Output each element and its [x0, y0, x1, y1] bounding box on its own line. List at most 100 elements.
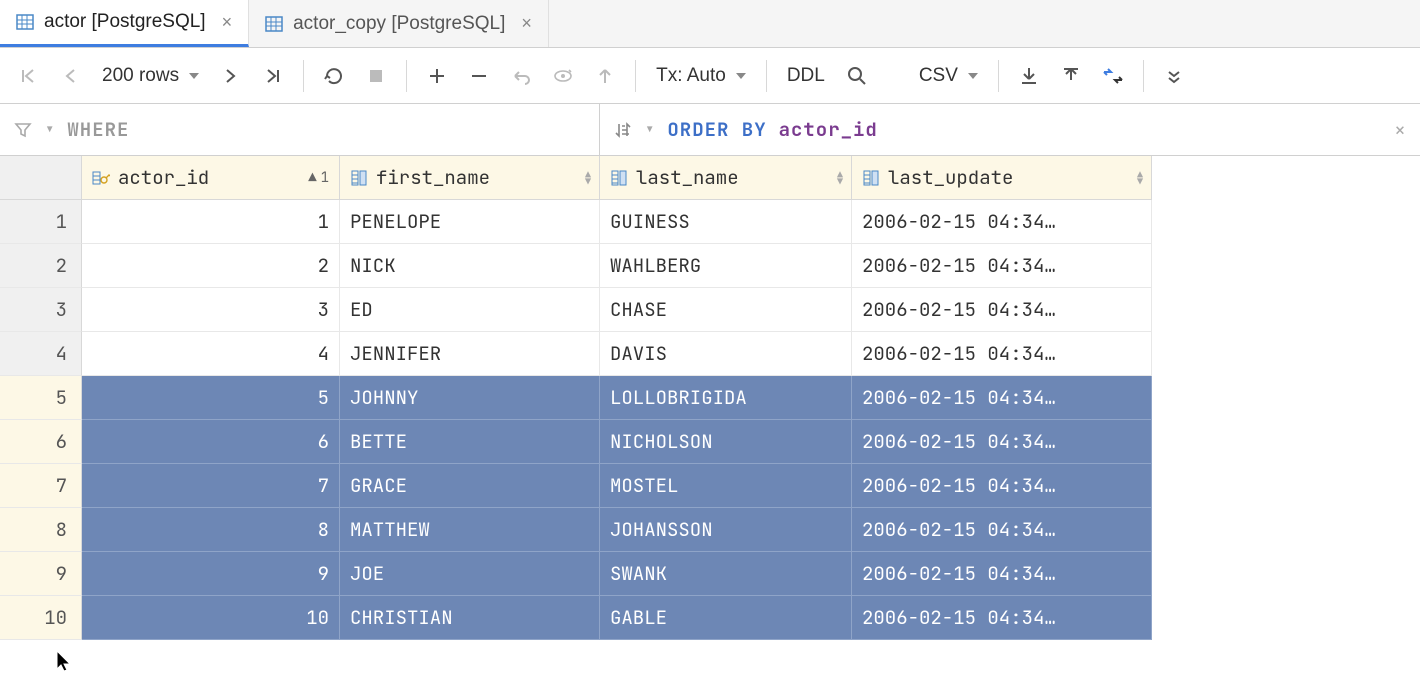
cell-first_name[interactable]: GRACE [340, 464, 600, 508]
compare-button[interactable] [1095, 58, 1131, 94]
close-icon[interactable]: × [521, 13, 532, 34]
where-filter[interactable]: ▾ WHERE [0, 104, 600, 155]
cell-actor_id[interactable]: 2 [82, 244, 340, 288]
row-number[interactable]: 3 [0, 288, 82, 332]
orderby-filter[interactable]: ▾ ORDER BY actor_id × [600, 104, 1420, 155]
cell-last_name[interactable]: CHASE [600, 288, 852, 332]
cell-first_name[interactable]: MATTHEW [340, 508, 600, 552]
preview-button[interactable] [545, 58, 581, 94]
mouse-cursor-icon [56, 650, 72, 672]
cell-last_update[interactable]: 2006-02-15 04:34… [852, 552, 1152, 596]
cell-last_name[interactable]: GABLE [600, 596, 852, 640]
cell-first_name[interactable]: JOE [340, 552, 600, 596]
cell-first_name[interactable]: ED [340, 288, 600, 332]
export-button[interactable] [1011, 58, 1047, 94]
csv-label: CSV [919, 65, 958, 87]
cell-last_update[interactable]: 2006-02-15 04:34… [852, 332, 1152, 376]
sort-handle-icon[interactable]: ▲▼ [837, 171, 843, 185]
cell-first_name[interactable]: BETTE [340, 420, 600, 464]
row-number[interactable]: 8 [0, 508, 82, 552]
cell-last_update[interactable]: 2006-02-15 04:34… [852, 420, 1152, 464]
revert-button[interactable] [503, 58, 539, 94]
cell-last_update[interactable]: 2006-02-15 04:34… [852, 200, 1152, 244]
rows-dropdown[interactable]: 200 rows [94, 58, 207, 94]
cell-last_update[interactable]: 2006-02-15 04:34… [852, 508, 1152, 552]
tx-dropdown[interactable]: Tx: Auto [648, 58, 754, 94]
row-number[interactable]: 5 [0, 376, 82, 420]
filter-bar: ▾ WHERE ▾ ORDER BY actor_id × [0, 104, 1420, 156]
cell-first_name[interactable]: JOHNNY [340, 376, 600, 420]
ddl-button[interactable]: DDL [779, 58, 833, 94]
submit-button[interactable] [587, 58, 623, 94]
corner-header[interactable] [0, 156, 82, 200]
more-button[interactable] [1156, 58, 1192, 94]
cell-actor_id[interactable]: 10 [82, 596, 340, 640]
cell-actor_id[interactable]: 8 [82, 508, 340, 552]
tab-actor-copy[interactable]: actor_copy [PostgreSQL] × [249, 0, 549, 47]
column-name: actor_id [118, 165, 300, 190]
prev-page-button[interactable] [52, 58, 88, 94]
pk-column-icon [92, 169, 110, 187]
cell-actor_id[interactable]: 1 [82, 200, 340, 244]
row-number[interactable]: 2 [0, 244, 82, 288]
clear-sort-icon[interactable]: × [1394, 117, 1406, 143]
cell-last_name[interactable]: MOSTEL [600, 464, 852, 508]
cell-last_name[interactable]: JOHANSSON [600, 508, 852, 552]
cell-last_name[interactable]: SWANK [600, 552, 852, 596]
cell-actor_id[interactable]: 3 [82, 288, 340, 332]
orderby-keyword: ORDER BY [667, 117, 766, 142]
cell-actor_id[interactable]: 6 [82, 420, 340, 464]
reload-button[interactable] [316, 58, 352, 94]
row-number[interactable]: 1 [0, 200, 82, 244]
column-header-last-name[interactable]: last_name ▲▼ [600, 156, 852, 200]
sort-handle-icon[interactable]: ▲▼ [585, 171, 591, 185]
row-number[interactable]: 4 [0, 332, 82, 376]
last-page-button[interactable] [255, 58, 291, 94]
table-icon [16, 13, 34, 31]
tab-actor[interactable]: actor [PostgreSQL] × [0, 0, 249, 47]
add-row-button[interactable] [419, 58, 455, 94]
chevron-down-icon [968, 73, 978, 79]
cell-first_name[interactable]: PENELOPE [340, 200, 600, 244]
cell-first_name[interactable]: JENNIFER [340, 332, 600, 376]
column-header-last-update[interactable]: last_update ▲▼ [852, 156, 1152, 200]
stop-button[interactable] [358, 58, 394, 94]
orderby-column: actor_id [779, 117, 878, 142]
cell-actor_id[interactable]: 7 [82, 464, 340, 508]
column-header-actor-id[interactable]: actor_id ▲ 1 [82, 156, 340, 200]
chevron-down-icon [736, 73, 746, 79]
rows-label: 200 rows [102, 65, 179, 87]
delete-row-button[interactable] [461, 58, 497, 94]
cell-actor_id[interactable]: 4 [82, 332, 340, 376]
cell-first_name[interactable]: NICK [340, 244, 600, 288]
row-number[interactable]: 10 [0, 596, 82, 640]
sort-icon [614, 121, 632, 139]
next-page-button[interactable] [213, 58, 249, 94]
close-icon[interactable]: × [222, 12, 233, 33]
cell-last_name[interactable]: WAHLBERG [600, 244, 852, 288]
cell-last_name[interactable]: GUINESS [600, 200, 852, 244]
sort-handle-icon[interactable]: ▲▼ [1137, 171, 1143, 185]
csv-dropdown[interactable]: CSV [911, 58, 986, 94]
cell-actor_id[interactable]: 9 [82, 552, 340, 596]
cell-last_update[interactable]: 2006-02-15 04:34… [852, 244, 1152, 288]
row-number[interactable]: 7 [0, 464, 82, 508]
cell-last_update[interactable]: 2006-02-15 04:34… [852, 288, 1152, 332]
separator [406, 60, 407, 92]
cell-last_update[interactable]: 2006-02-15 04:34… [852, 464, 1152, 508]
row-number[interactable]: 9 [0, 552, 82, 596]
column-header-first-name[interactable]: first_name ▲▼ [340, 156, 600, 200]
search-button[interactable] [839, 58, 875, 94]
cell-last_name[interactable]: DAVIS [600, 332, 852, 376]
cell-last_update[interactable]: 2006-02-15 04:34… [852, 376, 1152, 420]
cell-first_name[interactable]: CHRISTIAN [340, 596, 600, 640]
first-page-button[interactable] [10, 58, 46, 94]
row-number[interactable]: 6 [0, 420, 82, 464]
import-button[interactable] [1053, 58, 1089, 94]
cell-last_update[interactable]: 2006-02-15 04:34… [852, 596, 1152, 640]
tab-bar: actor [PostgreSQL] × actor_copy [Postgre… [0, 0, 1420, 48]
cell-actor_id[interactable]: 5 [82, 376, 340, 420]
cell-last_name[interactable]: NICHOLSON [600, 420, 852, 464]
cell-last_name[interactable]: LOLLOBRIGIDA [600, 376, 852, 420]
column-name: last_name [636, 165, 841, 190]
